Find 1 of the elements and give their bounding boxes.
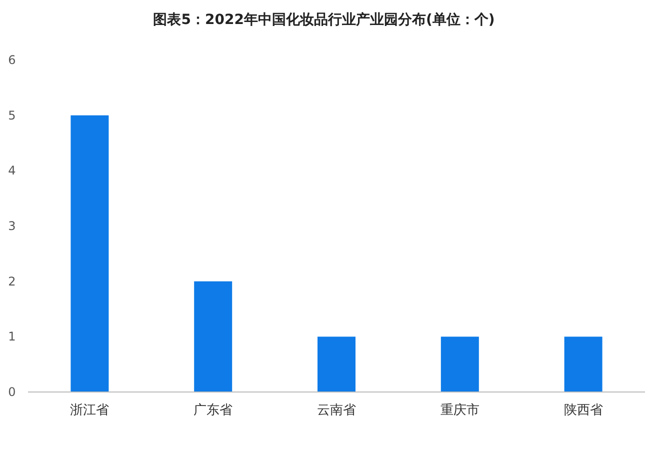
title: 图表5：2022年中国化妆品行业产业园分布(单位：个) <box>153 12 495 28</box>
